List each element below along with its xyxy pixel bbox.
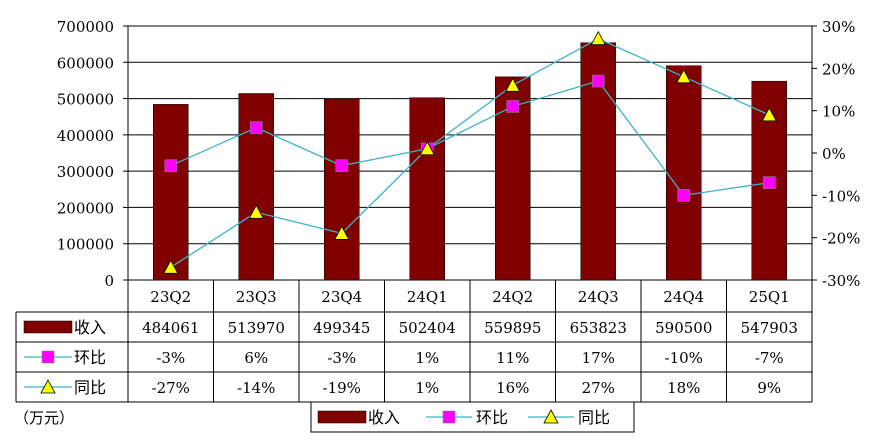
table-cell: 17% <box>582 349 615 367</box>
legend-triangle-icon <box>543 409 559 424</box>
y2-tick-label: 0% <box>822 145 846 163</box>
left-axis: 700000 600000 500000 400000 300000 200000 1000… <box>57 18 128 290</box>
row-key-square-icon <box>41 350 55 364</box>
table-cell: -10% <box>665 349 703 367</box>
y-tick-label: 100000 <box>57 236 114 254</box>
table-cell: 484061 <box>142 319 199 337</box>
table-cell: -7% <box>755 349 784 367</box>
legend-label: 环比 <box>476 408 508 427</box>
category-label: 24Q3 <box>578 288 619 306</box>
legend: 收入 环比 同比 <box>310 401 635 433</box>
triangle-marker <box>248 204 264 219</box>
table-cell: 653823 <box>570 319 627 337</box>
square-marker <box>249 121 263 134</box>
y2-tick-label: 20% <box>822 60 855 78</box>
y2-tick-label: 10% <box>822 103 855 121</box>
right-axis: 30% 20% 10% 0% -10% -20% -30% <box>812 18 860 290</box>
table-cell: 6% <box>244 349 268 367</box>
legend-key-bar <box>317 410 367 424</box>
bar <box>666 65 702 281</box>
table-cell: 1% <box>415 379 439 397</box>
y-tick-label: 700000 <box>57 18 114 36</box>
table-cell: 499345 <box>313 319 370 337</box>
table-cell: 27% <box>582 379 615 397</box>
table-cell: 502404 <box>399 319 456 337</box>
category-label: 24Q2 <box>492 288 533 306</box>
triangle-marker <box>590 30 606 46</box>
bar <box>153 104 189 281</box>
table-cell: 16% <box>496 379 529 397</box>
series-line <box>170 37 770 268</box>
y-tick-label: 600000 <box>57 54 114 72</box>
table-cell: 9% <box>757 379 781 397</box>
y2-tick-label: -20% <box>822 230 860 248</box>
table-cell: 590500 <box>655 319 712 337</box>
table-cell: -14% <box>237 379 275 397</box>
row-label: 环比 <box>74 348 106 367</box>
bar <box>409 97 445 281</box>
table-cell: 11% <box>496 349 529 367</box>
y-tick-label: 400000 <box>57 127 114 145</box>
triangle-marker <box>505 77 521 92</box>
y-tick-label: 200000 <box>57 199 114 217</box>
triangle-marker <box>334 225 350 240</box>
category-label: 23Q4 <box>321 288 362 306</box>
category-label: 23Q2 <box>150 288 191 306</box>
bar <box>324 98 360 281</box>
square-marker <box>762 176 776 189</box>
square-marker <box>164 159 178 172</box>
table-cell: 513970 <box>228 319 285 337</box>
y2-tick-label: -30% <box>822 272 860 290</box>
series-line <box>170 80 770 197</box>
row-label: 收入 <box>74 318 106 337</box>
table-cell: 559895 <box>484 319 541 337</box>
table-cell: -3% <box>156 349 185 367</box>
table-cell: -3% <box>327 349 356 367</box>
category-label: 25Q1 <box>749 288 790 306</box>
category-label: 23Q3 <box>236 288 277 306</box>
category-label: 24Q4 <box>663 288 704 306</box>
row-key-triangle-icon <box>40 379 56 394</box>
triangle-marker <box>419 140 435 156</box>
y2-tick-label: -10% <box>822 187 860 205</box>
y-tick-label: 300000 <box>57 163 114 181</box>
triangle-marker <box>676 68 692 84</box>
square-marker <box>591 74 605 88</box>
table-cell: 18% <box>667 379 700 397</box>
data-table: 23Q2 23Q3 23Q4 24Q1 24Q2 24Q3 24Q4 25Q1 收入 484061… <box>15 280 813 403</box>
y2-tick-label: 30% <box>822 18 855 36</box>
table-cell: 1% <box>415 349 439 367</box>
plot-area <box>127 25 813 281</box>
table-cell: -27% <box>152 379 190 397</box>
legend-label: 收入 <box>368 408 400 427</box>
line-series <box>163 30 777 274</box>
row-label: 同比 <box>74 378 106 397</box>
row-key-bar <box>23 320 73 334</box>
triangle-marker <box>163 259 179 274</box>
legend-square-icon <box>442 410 456 424</box>
y-tick-label: 500000 <box>57 91 114 109</box>
legend-label: 同比 <box>578 408 610 427</box>
category-label: 24Q1 <box>407 288 448 306</box>
table-cell: 547903 <box>741 319 798 337</box>
table-cell: -19% <box>323 379 361 397</box>
square-marker <box>506 100 520 113</box>
triangle-marker <box>761 107 777 122</box>
y-tick-label: 0 <box>104 272 114 290</box>
unit-label: （万元） <box>14 409 74 427</box>
square-marker <box>677 189 691 202</box>
square-marker <box>335 159 349 172</box>
